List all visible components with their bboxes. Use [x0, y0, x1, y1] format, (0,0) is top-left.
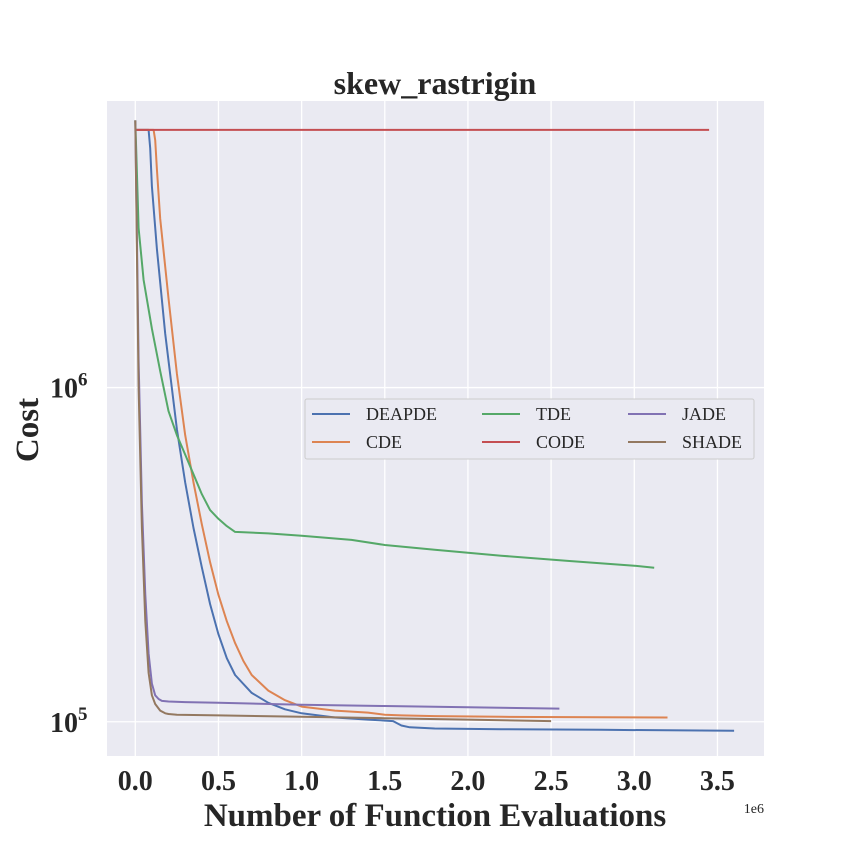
y-axis-label: Cost	[10, 398, 46, 462]
x-tick-label: 0.5	[201, 766, 236, 797]
legend-label-shade: SHADE	[682, 432, 742, 452]
x-tick-label: 1.5	[367, 766, 402, 797]
legend-label-cde: CDE	[366, 432, 402, 452]
y-tick-label: 105	[50, 704, 88, 739]
x-tick-label: 3.0	[617, 766, 652, 797]
legend-label-tde: TDE	[536, 404, 571, 424]
chart-title: skew_rastrigin	[334, 65, 537, 101]
y-tick-label: 106	[50, 370, 88, 405]
series-lines	[134, 120, 735, 732]
series-line-tde	[134, 120, 655, 569]
x-tick-label: 2.5	[534, 766, 569, 797]
x-tick-label: 3.5	[700, 766, 735, 797]
x-offset-label: 1e6	[744, 802, 764, 817]
legend-label-jade: JADE	[682, 404, 726, 424]
series-line-deapde	[135, 128, 735, 732]
series-line-cde	[135, 128, 668, 719]
legend-label-deapde: DEAPDE	[366, 404, 437, 424]
legend: DEAPDE CDE TDE CODE JADE SHADE	[304, 398, 755, 460]
x-tick-label: 0.0	[118, 766, 153, 797]
series-line-shade	[134, 120, 552, 723]
x-tick-label: 2.0	[450, 766, 485, 797]
x-tick-label: 1.0	[284, 766, 319, 797]
legend-label-code: CODE	[536, 432, 585, 452]
x-axis-label: Number of Function Evaluations	[204, 798, 667, 834]
tick-labels: 0.0 0.5 1.0 1.5 2.0 2.5 3.0 3.5 105 106	[50, 370, 735, 797]
